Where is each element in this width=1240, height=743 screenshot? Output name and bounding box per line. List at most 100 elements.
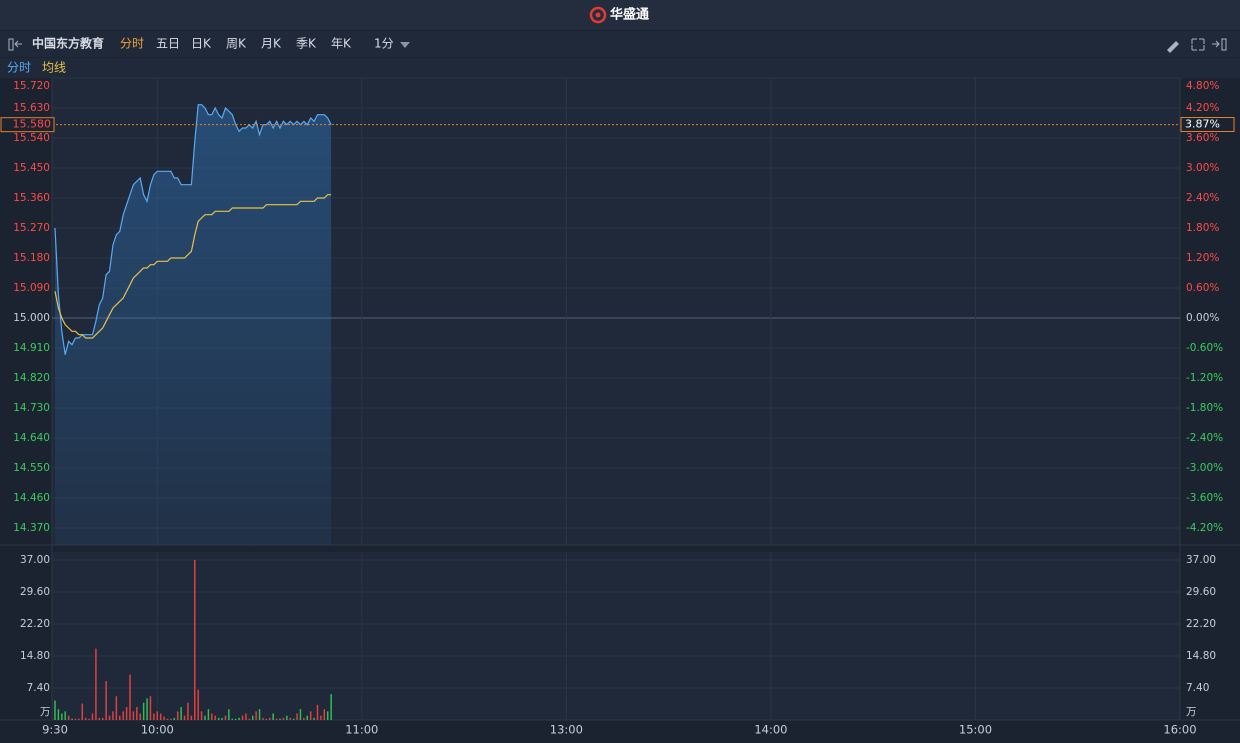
timeframe-tab[interactable]: 季K (296, 37, 317, 51)
y-tick-label: 37.00 (20, 554, 50, 566)
timeframe-tab[interactable]: 年K (331, 37, 352, 51)
volume-bar (64, 711, 66, 720)
volume-bar (299, 709, 302, 720)
volume-bar (204, 715, 206, 720)
timeframe-tab[interactable]: 1分 (374, 37, 394, 51)
volume-bar (197, 689, 199, 720)
y-tick-label: 14.80 (20, 650, 50, 662)
collapse-icon[interactable] (8, 38, 22, 51)
volume-bar (136, 707, 138, 720)
volume-bar (95, 648, 97, 720)
volume-bar (289, 717, 291, 720)
volume-bar (190, 715, 193, 720)
y2-tick-label: 2.40% (1186, 192, 1219, 204)
y-tick-label: 15.450 (13, 162, 50, 174)
volume-bar (84, 717, 87, 720)
y-tick-label: 14.820 (13, 372, 50, 384)
timeframe-tab[interactable]: 日K (191, 37, 212, 51)
volume-bar (275, 718, 278, 720)
volume-unit: 万 (40, 706, 51, 718)
volume-bar (74, 718, 77, 720)
x-tick-label: 14:00 (754, 723, 787, 737)
y-tick-label: 14.640 (13, 432, 50, 444)
volume-bar (211, 713, 213, 720)
volume-bar (200, 711, 203, 720)
y2-tick-label: -2.40% (1186, 432, 1223, 444)
volume-bar (221, 717, 223, 720)
y2-tick-label: -1.20% (1186, 372, 1223, 384)
y-tick-label: 15.180 (13, 252, 50, 264)
legend-bar (0, 58, 1240, 78)
volume-bar (108, 715, 111, 720)
volume-bar (272, 713, 274, 720)
y-tick-label: 15.720 (13, 80, 50, 92)
volume-bar (105, 681, 107, 720)
volume-bar (61, 713, 63, 720)
y-tick-label: 14.370 (13, 522, 50, 534)
y2-tick-label: 3.00% (1186, 162, 1219, 174)
x-tick-label: 11:00 (345, 723, 378, 737)
volume-bar (88, 718, 90, 720)
volume-bar (139, 713, 141, 720)
current-price-label: 15.580 (13, 118, 52, 131)
y2-tick-label: 0.00% (1186, 312, 1219, 324)
y2-tick-label: 29.60 (1186, 586, 1216, 598)
y-tick-label: 14.910 (13, 342, 50, 354)
volume-bar (306, 715, 309, 720)
volume-bar (122, 711, 124, 720)
volume-bar (166, 718, 169, 720)
volume-bar (207, 709, 210, 720)
timeframe-tab[interactable]: 周K (226, 37, 247, 51)
volume-bar (296, 713, 298, 720)
volume-bar (258, 709, 261, 720)
y2-tick-label: 14.80 (1186, 650, 1216, 662)
volume-bar (67, 715, 70, 720)
volume-bar (228, 709, 230, 720)
title-bar (0, 0, 1240, 30)
volume-bar (115, 696, 118, 720)
current-pct-label: 3.87% (1185, 118, 1220, 131)
volume-bar (214, 715, 216, 720)
volume-bar (91, 713, 94, 720)
timeframe-tab[interactable]: 分时 (120, 37, 144, 51)
volume-bar (57, 709, 60, 720)
volume-bar (251, 715, 254, 720)
dropdown-arrow[interactable] (400, 42, 410, 48)
volume-bar (255, 711, 257, 720)
volume-bar (156, 711, 159, 720)
volume-bar (187, 702, 189, 720)
volume-bar (217, 717, 220, 720)
volume-bar (279, 718, 281, 720)
volume-bar (224, 715, 227, 720)
volume-bar (78, 718, 80, 720)
volume-bar (71, 718, 73, 720)
timeframe-tab[interactable]: 五日 (156, 37, 180, 51)
y2-tick-label: 37.00 (1186, 554, 1216, 566)
y-tick-label: 14.460 (13, 492, 50, 504)
volume-bar (282, 717, 285, 720)
volume-bar (286, 715, 288, 720)
tool-icons[interactable] (1167, 38, 1227, 53)
volume-bar (248, 718, 251, 720)
volume-bar (153, 713, 155, 720)
volume-bar (183, 715, 186, 720)
y-tick-label: 15.000 (13, 312, 50, 324)
stock-name: 中国东方教育 (32, 36, 104, 51)
timeframe-tab[interactable]: 月K (261, 37, 282, 51)
y2-tick-label: -4.20% (1186, 522, 1223, 534)
volume-bar (326, 711, 329, 720)
volume-bar (330, 694, 332, 720)
y-tick-label: 15.630 (13, 102, 50, 114)
volume-bar (269, 717, 271, 720)
volume-bar (81, 703, 84, 720)
volume-bar (238, 717, 240, 720)
y2-tick-label: 7.40 (1186, 682, 1209, 694)
volume-bar (170, 718, 172, 720)
y2-tick-label: -1.80% (1186, 402, 1223, 414)
volume-bar (54, 700, 56, 720)
volume-bar (142, 702, 145, 720)
y2-tick-label: 3.60% (1186, 132, 1219, 144)
volume-bar (163, 716, 165, 720)
volume-bar (303, 717, 305, 720)
y-tick-label: 15.360 (13, 192, 50, 204)
